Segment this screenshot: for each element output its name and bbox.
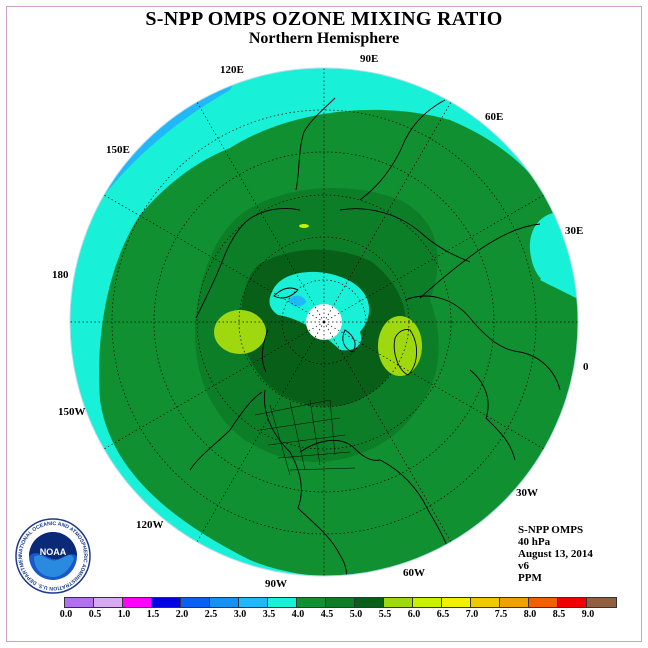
colorbar-segment (529, 598, 558, 607)
colorbar-tick-label: 8.0 (523, 609, 537, 620)
colorbar-tick-label: 5.5 (378, 609, 392, 620)
page-frame (6, 6, 642, 642)
colorbar-tick-label: 7.0 (465, 609, 479, 620)
info-version: v6 (518, 560, 529, 572)
region-5-5-to-6-0-west (214, 310, 266, 354)
colorbar-segment (123, 598, 152, 607)
colorbar-segment (239, 598, 268, 607)
map-boundary (69, 67, 579, 577)
info-level: 40 hPa (518, 536, 551, 548)
colorbar-tick-label: 6.5 (436, 609, 450, 620)
lon-label-90w: 90W (265, 578, 287, 590)
colorbar-segment (384, 598, 413, 607)
info-instrument: S-NPP OMPS (518, 524, 584, 536)
colorbar-segment (442, 598, 471, 607)
colorbar-tick-labels: 0.0 0.5 1.0 1.5 2.0 2.5 3.0 3.5 4.0 4.5 5.0 5.5 6.0 6… (0, 609, 648, 623)
info-date: August 13, 2014 (518, 548, 593, 560)
colorbar-segment (326, 598, 355, 607)
lon-label-60w: 60W (403, 567, 425, 579)
us-state-boundaries (254, 399, 356, 476)
colorbar-segment (94, 598, 123, 607)
info-panel: S-NPP OMPS 40 hPa August 13, 2014 v6 PPM (518, 524, 593, 584)
colorbar-tick-label: 9.0 (581, 609, 595, 620)
lon-label-120e: 120E (220, 64, 244, 76)
colorbar-segment (65, 598, 94, 607)
map-title: S-NPP OMPS OZONE MIXING RATIO (145, 8, 503, 30)
lon-label-30e: 30E (565, 225, 583, 237)
map-subtitle: Northern Hemisphere (248, 30, 400, 47)
colorbar-tick-label: 1.0 (117, 609, 131, 620)
colorbar-segment (297, 598, 326, 607)
colorbar-tick-label: 0.5 (88, 609, 102, 620)
lon-label-120w: 120W (136, 519, 164, 531)
noaa-logo: NATIONAL OCEANIC AND ATMOSPHERIC ADMINIS… (14, 517, 91, 594)
colorbar-tick-label: 7.5 (494, 609, 508, 620)
lon-label-60e: 60E (485, 111, 503, 123)
colorbar-tick-label: 8.5 (552, 609, 566, 620)
colorbar-tick-label: 4.0 (291, 609, 305, 620)
lon-label-30w: 30W (516, 487, 538, 499)
lon-label-180: 180 (52, 269, 69, 281)
colorbar-tick-label: 0.0 (59, 609, 73, 620)
colorbar-segment (558, 598, 587, 607)
colorbar-segment (355, 598, 384, 607)
colorbar-tick-label: 3.0 (233, 609, 247, 620)
colorbar-tick-label: 5.0 (349, 609, 363, 620)
colorbar-tick-label: 2.0 (175, 609, 189, 620)
coastlines (189, 97, 561, 576)
colorbar-segment (268, 598, 297, 607)
colorbar-segment (413, 598, 442, 607)
colorbar (64, 597, 617, 608)
colorbar-segment (152, 598, 181, 607)
colorbar-tick-label: 6.0 (407, 609, 421, 620)
info-units: PPM (518, 572, 542, 584)
region-5-5-small-north (299, 224, 309, 228)
colorbar-segment (500, 598, 529, 607)
colorbar-segment (210, 598, 239, 607)
colorbar-tick-label: 4.5 (320, 609, 334, 620)
longitude-labels: 90E 60E 30E 0 30W 60W 90W 120W 150W 180 … (52, 53, 589, 590)
colorbar-tick-label: 3.5 (262, 609, 276, 620)
lon-label-150w: 150W (58, 406, 86, 418)
colorbar-tick-label: 2.5 (204, 609, 218, 620)
colorbar-segment (471, 598, 500, 607)
graticule (70, 68, 578, 576)
lon-label-150e: 150E (106, 144, 130, 156)
noaa-logo-text: NOAA (40, 547, 67, 557)
colorbar-segment (181, 598, 210, 607)
lon-label-90e: 90E (360, 53, 378, 65)
colorbar-tick-label: 1.5 (146, 609, 160, 620)
colorbar-segment (587, 598, 616, 607)
lon-label-0: 0 (583, 361, 589, 373)
